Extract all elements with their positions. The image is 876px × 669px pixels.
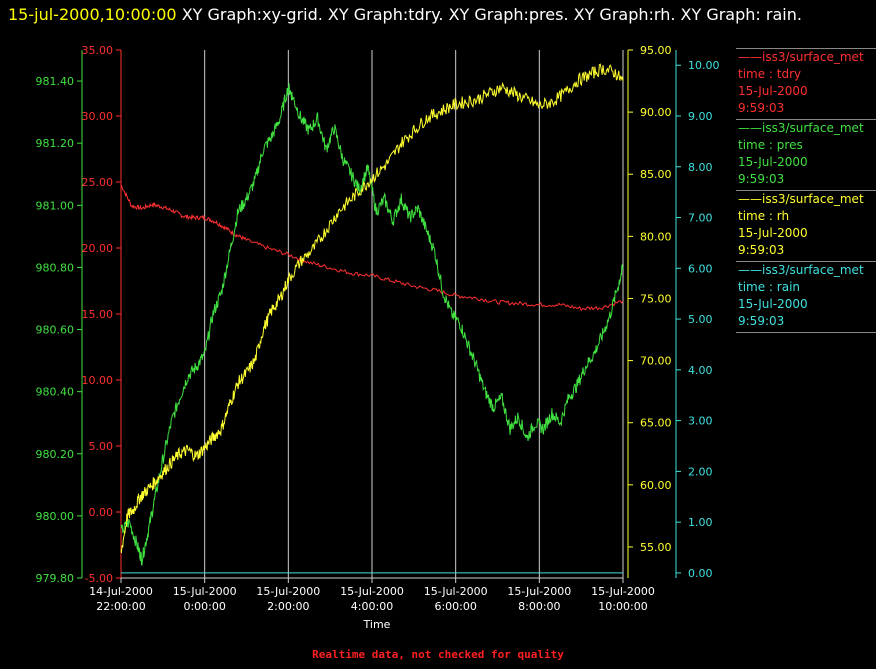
x-tick-label-date: 15-Jul-2000: [256, 585, 320, 598]
legend-time: 9:59:03: [738, 243, 785, 257]
rh-tick-label: 55.00: [640, 541, 672, 554]
title-datetime: 15-jul-2000,10:00:00: [8, 5, 177, 24]
tdry-tick-label: 5.00: [89, 440, 114, 453]
legend-date: 15-Jul-2000: [738, 226, 808, 240]
legend-field: time : pres: [738, 138, 803, 152]
rain-tick-label: 2.00: [688, 465, 713, 478]
rain-tick-label: 0.00: [688, 567, 713, 580]
pres-tick-label: 981.20: [36, 137, 75, 150]
legend-time: 9:59:03: [738, 101, 785, 115]
grid-layer: [204, 50, 624, 578]
legend-end-rule: [736, 332, 876, 333]
tdry-tick-label: 35.00: [82, 44, 114, 57]
x-tick-label-date: 15-Jul-2000: [340, 585, 404, 598]
tdry-tick-label: 10.00: [82, 374, 114, 387]
series-line-pres: [120, 82, 624, 566]
rain-tick-label: 9.00: [688, 110, 713, 123]
x-tick-label-date: 14-Jul-2000: [89, 585, 153, 598]
legend-date: 15-Jul-2000: [738, 84, 808, 98]
rain-tick-label: 3.00: [688, 415, 713, 428]
legend-field: time : rh: [738, 209, 790, 223]
x-axis-label: Time: [363, 618, 391, 631]
x-tick-label-date: 15-Jul-2000: [424, 585, 488, 598]
tdry-tick-label: 20.00: [82, 242, 114, 255]
legend-time: 9:59:03: [738, 172, 785, 186]
tdry-tick-label: -5.00: [85, 572, 113, 585]
tdry-tick-label: 30.00: [82, 110, 114, 123]
tdry-tick-label: 15.00: [82, 308, 114, 321]
legend-field: time : rain: [738, 280, 801, 294]
x-tick-label-time: 2:00:00: [267, 600, 309, 613]
rain-tick-label: 4.00: [688, 364, 713, 377]
pres-tick-label: 980.60: [36, 324, 75, 337]
x-tick-label-time: 22:00:00: [96, 600, 145, 613]
quality-note: Realtime data, not checked for quality: [312, 648, 564, 661]
legend: ——iss3/surface_met time : tdry 15-Jul-2000…: [736, 48, 876, 333]
rh-tick-label: 80.00: [640, 230, 672, 243]
rh-tick-label: 65.00: [640, 417, 672, 430]
rh-tick-label: 95.00: [640, 44, 672, 57]
pres-tick-label: 980.80: [36, 261, 75, 274]
rh-tick-label: 85.00: [640, 168, 672, 181]
x-tick-label-time: 6:00:00: [434, 600, 476, 613]
x-tick-label-date: 15-Jul-2000: [507, 585, 571, 598]
tdry-tick-label: 25.00: [82, 176, 114, 189]
x-tick-label-date: 15-Jul-2000: [591, 585, 655, 598]
x-tick-label-time: 8:00:00: [518, 600, 560, 613]
legend-name: ——iss3/surface_met: [738, 192, 864, 206]
series-line-tdry: [120, 184, 624, 312]
legend-field: time : tdry: [738, 67, 802, 81]
axes-layer: 979.80 980.00 980.20 980.40 980.60 980.80 981.…: [36, 44, 720, 585]
title-graphs: XY Graph:xy-grid. XY Graph:tdry. XY Grap…: [181, 5, 802, 24]
pres-tick-label: 981.00: [36, 199, 75, 212]
title-bar: 15-jul-2000,10:00:00 XY Graph:xy-grid. X…: [8, 2, 868, 28]
rh-tick-label: 75.00: [640, 292, 672, 305]
series-layer: [120, 63, 624, 574]
pres-tick-label: 981.40: [36, 75, 75, 88]
x-axis: 14-Jul-2000 22:00:00 15-Jul-2000 0:00:00 15-…: [89, 577, 655, 631]
rain-tick-label: 6.00: [688, 262, 713, 275]
pres-tick-label: 980.40: [36, 386, 75, 399]
x-tick-label-date: 15-Jul-2000: [173, 585, 237, 598]
legend-time: 9:59:03: [738, 314, 785, 328]
tdry-tick-label: 0.00: [89, 506, 114, 519]
legend-name: ——iss3/surface_met: [738, 263, 864, 277]
x-tick-label-time: 0:00:00: [183, 600, 225, 613]
rh-tick-label: 90.00: [640, 106, 672, 119]
rh-tick-label: 60.00: [640, 479, 672, 492]
pres-tick-label: 979.80: [36, 572, 75, 585]
legend-date: 15-Jul-2000: [738, 155, 808, 169]
legend-name: ——iss3/surface_met: [738, 50, 864, 64]
pres-tick-label: 980.00: [36, 510, 75, 523]
rain-tick-label: 8.00: [688, 161, 713, 174]
rh-tick-label: 70.00: [640, 355, 672, 368]
legend-name: ——iss3/surface_met: [738, 121, 864, 135]
rain-tick-label: 10.00: [688, 59, 720, 72]
rain-tick-label: 7.00: [688, 212, 713, 225]
x-tick-label-time: 4:00:00: [351, 600, 393, 613]
rain-tick-label: 1.00: [688, 516, 713, 529]
legend-date: 15-Jul-2000: [738, 297, 808, 311]
pres-tick-label: 980.20: [36, 448, 75, 461]
rain-tick-label: 5.00: [688, 313, 713, 326]
x-tick-label-time: 10:00:00: [598, 600, 647, 613]
series-line-rh: [120, 63, 624, 554]
